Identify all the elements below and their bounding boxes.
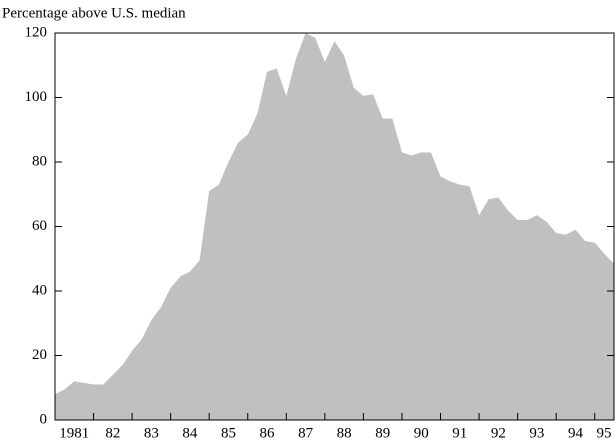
y-tick-label: 120: [25, 24, 48, 40]
y-tick-label: 80: [32, 153, 47, 169]
x-tick-label: 90: [414, 425, 429, 441]
x-tick-label: 91: [452, 425, 467, 441]
y-tick-label: 60: [32, 218, 47, 234]
x-tick-label: 83: [144, 425, 159, 441]
y-tick-label: 40: [32, 282, 47, 298]
x-tick-label: 85: [221, 425, 236, 441]
y-tick-label: 0: [40, 411, 48, 427]
x-tick-label: 1981: [59, 425, 89, 441]
x-tick-label: 89: [375, 425, 390, 441]
x-tick-label: 93: [529, 425, 544, 441]
x-tick-label: 86: [260, 425, 276, 441]
chart-title: Percentage above U.S. median: [2, 5, 186, 21]
x-tick-label: 84: [182, 425, 198, 441]
x-tick-label: 82: [105, 425, 120, 441]
x-tick-label: 88: [337, 425, 352, 441]
x-tick-label: 92: [491, 425, 506, 441]
y-tick-label: 100: [25, 89, 48, 105]
x-tick-label: 94: [568, 425, 584, 441]
x-tick-label: 87: [298, 425, 314, 441]
x-tick-label: 95: [597, 425, 612, 441]
area: [55, 33, 614, 420]
y-tick-label: 20: [32, 347, 47, 363]
